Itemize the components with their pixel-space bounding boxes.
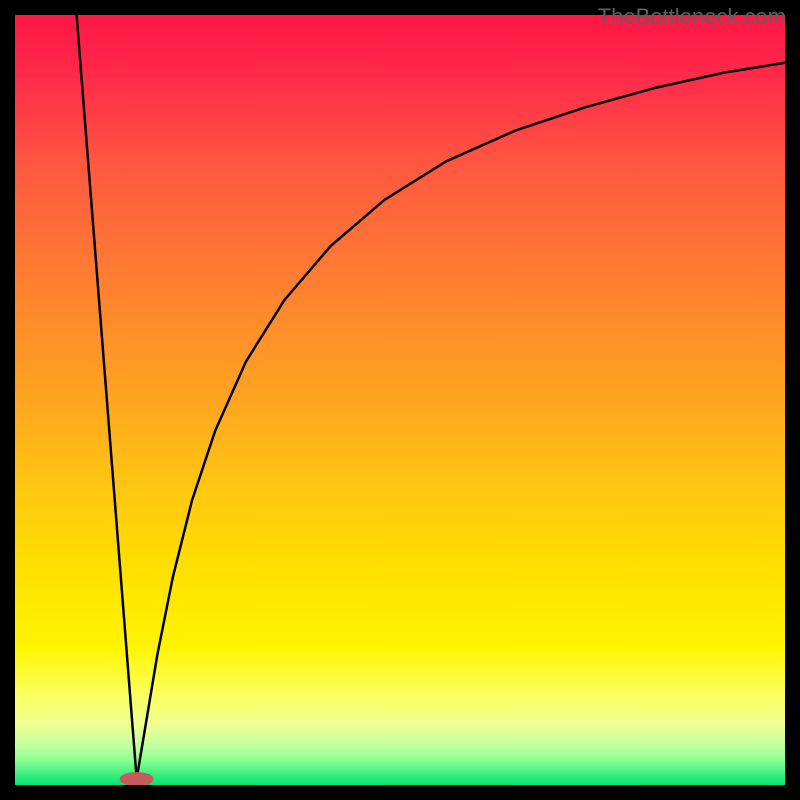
- curve-left-branch: [77, 15, 137, 779]
- chart-area: [15, 15, 785, 785]
- curve-right-branch: [137, 63, 785, 779]
- watermark-text: TheBottleneck.com: [598, 4, 786, 30]
- curve-layer: [15, 15, 785, 785]
- minimum-marker: [119, 772, 154, 785]
